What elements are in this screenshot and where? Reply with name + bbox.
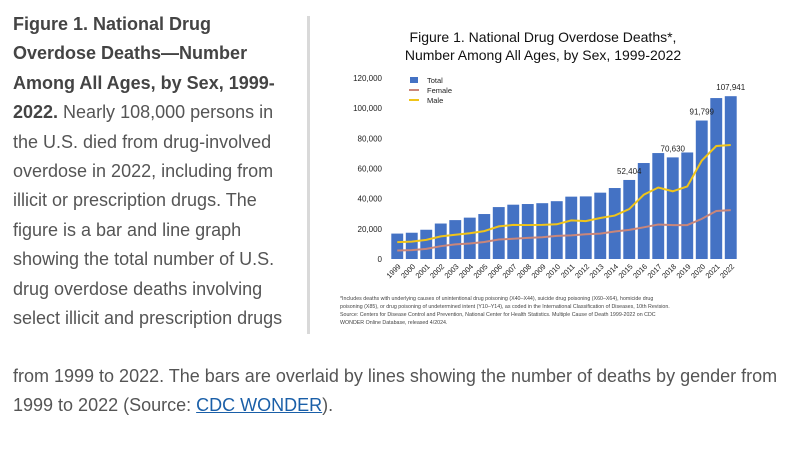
x-tick-label: 2019 bbox=[675, 262, 693, 280]
bar bbox=[579, 196, 592, 259]
figure-caption: Figure 1. National Drug Overdose Deaths—… bbox=[13, 10, 288, 333]
x-tick-label: 2010 bbox=[544, 262, 562, 280]
y-tick-label: 120,000 bbox=[353, 74, 382, 83]
legend-label: Male bbox=[427, 96, 443, 105]
chart-footnote: *Includes deaths with underlying causes … bbox=[340, 296, 653, 302]
bar bbox=[420, 229, 433, 259]
x-tick-label: 2007 bbox=[501, 262, 519, 280]
bar bbox=[724, 96, 737, 259]
x-tick-label: 2011 bbox=[559, 262, 577, 280]
bar bbox=[681, 152, 694, 259]
bar bbox=[695, 120, 708, 260]
bar bbox=[521, 204, 534, 259]
chart-title-line: Figure 1. National Drug Overdose Deaths*… bbox=[410, 29, 677, 45]
x-tick-label: 2006 bbox=[486, 262, 504, 280]
x-tick-label: 2009 bbox=[530, 262, 548, 280]
x-tick-label: 2020 bbox=[689, 262, 707, 280]
x-tick-label: 2002 bbox=[428, 262, 446, 280]
bar bbox=[550, 201, 563, 259]
bar bbox=[710, 98, 723, 259]
y-tick-label: 40,000 bbox=[358, 195, 383, 204]
y-tick-label: 80,000 bbox=[358, 134, 383, 143]
series-line-male bbox=[397, 143, 731, 244]
divider bbox=[307, 16, 310, 334]
chart-footnote: Source: Centers for Disease Control and … bbox=[340, 312, 656, 318]
caption-body: Nearly 108,000 persons in the U.S. died … bbox=[13, 102, 283, 329]
caption-end: ). bbox=[322, 395, 334, 416]
x-tick-label: 2004 bbox=[457, 262, 475, 280]
x-tick-label: 2021 bbox=[704, 262, 722, 280]
x-tick-label: 2016 bbox=[631, 262, 649, 280]
x-tick-label: 2012 bbox=[573, 262, 591, 280]
y-tick-label: 100,000 bbox=[353, 104, 382, 113]
bar bbox=[666, 157, 679, 259]
x-tick-label: 2014 bbox=[602, 262, 620, 280]
chart-footnote: poisoning (X85), or drug poisoning of un… bbox=[340, 304, 670, 310]
bar bbox=[478, 214, 491, 259]
bar bbox=[492, 207, 505, 259]
x-tick-label: 2013 bbox=[588, 262, 606, 280]
x-tick-label: 2008 bbox=[515, 262, 533, 280]
x-tick-label: 2000 bbox=[399, 262, 417, 280]
bar bbox=[463, 217, 476, 259]
data-label: 70,630 bbox=[661, 144, 686, 153]
overdose-chart: Figure 1. National Drug Overdose Deaths*… bbox=[340, 29, 746, 326]
x-tick-label: 2015 bbox=[617, 262, 635, 280]
cdc-wonder-link[interactable]: CDC WONDER bbox=[196, 395, 323, 416]
y-tick-label: 20,000 bbox=[358, 225, 383, 234]
bar bbox=[434, 223, 447, 259]
data-label: 52,404 bbox=[617, 167, 642, 176]
legend-swatch bbox=[410, 77, 418, 83]
bar bbox=[594, 192, 607, 259]
chart-footnote: WONDER Online Database, released 4/2024. bbox=[340, 320, 447, 326]
bar bbox=[623, 179, 636, 259]
y-tick-label: 60,000 bbox=[358, 165, 383, 174]
bar bbox=[449, 220, 462, 259]
bar bbox=[565, 196, 578, 259]
x-tick-label: 2003 bbox=[443, 262, 461, 280]
data-label: 91,799 bbox=[690, 108, 715, 117]
bar bbox=[536, 203, 549, 259]
data-label: 107,941 bbox=[716, 83, 745, 92]
legend-label: Female bbox=[427, 86, 452, 95]
x-tick-label: 2018 bbox=[660, 262, 678, 280]
x-tick-label: 2022 bbox=[718, 262, 736, 280]
x-tick-label: 2001 bbox=[414, 262, 432, 280]
x-tick-label: 2005 bbox=[472, 262, 490, 280]
x-tick-label: 2017 bbox=[646, 262, 664, 280]
y-tick-label: 0 bbox=[378, 255, 383, 264]
bar bbox=[391, 233, 404, 259]
bar bbox=[405, 232, 418, 259]
series-line-female bbox=[397, 209, 731, 252]
caption-overflow: from 1999 to 2022. The bars are overlaid… bbox=[13, 362, 785, 421]
bar bbox=[637, 163, 650, 259]
caption-title: Figure 1. National Drug Overdose Deaths—… bbox=[13, 14, 275, 123]
bar bbox=[652, 153, 665, 259]
chart-title-line: Number Among All Ages, by Sex, 1999-2022 bbox=[405, 47, 681, 63]
legend-label: Total bbox=[427, 76, 443, 85]
caption-body-continued: from 1999 to 2022. The bars are overlaid… bbox=[13, 366, 778, 416]
x-tick-label: 1999 bbox=[385, 262, 403, 280]
bar bbox=[608, 188, 621, 259]
bar bbox=[507, 204, 520, 259]
